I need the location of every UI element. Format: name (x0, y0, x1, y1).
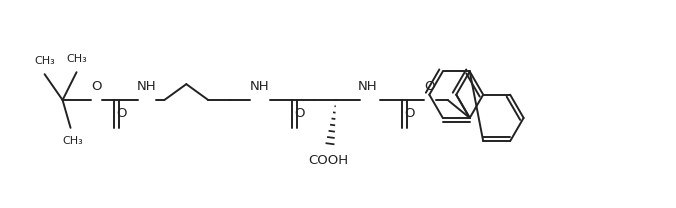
Text: O: O (294, 108, 305, 120)
Text: CH₃: CH₃ (66, 54, 87, 64)
Text: NH: NH (249, 80, 269, 93)
Text: O: O (425, 80, 435, 93)
Text: O: O (116, 108, 127, 120)
Text: O: O (404, 108, 414, 120)
Text: NH: NH (137, 80, 156, 93)
Text: COOH: COOH (308, 154, 348, 167)
Text: CH₃: CH₃ (62, 136, 83, 146)
Text: O: O (91, 80, 102, 93)
Text: CH₃: CH₃ (34, 56, 55, 66)
Text: NH: NH (358, 80, 378, 93)
